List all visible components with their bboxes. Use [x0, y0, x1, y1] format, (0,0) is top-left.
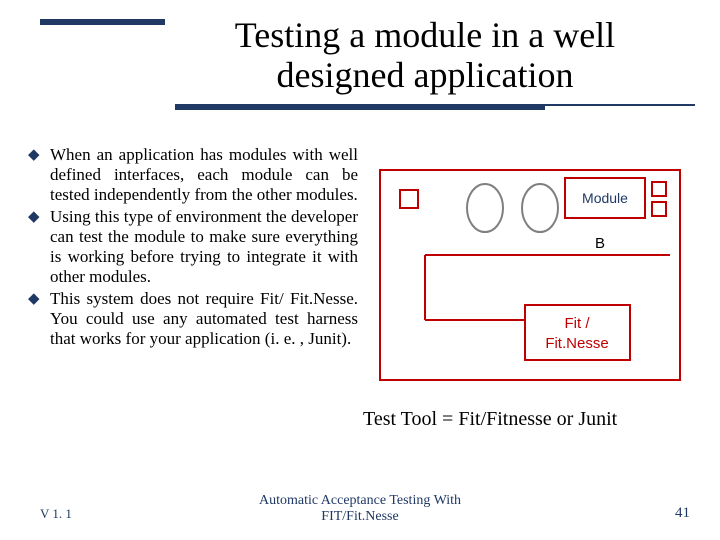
bullet-icon: ◆ — [28, 145, 50, 164]
bullet-text: Using this type of environment the devel… — [50, 207, 358, 287]
footer-line-2: FIT/Fit.Nesse — [321, 509, 398, 524]
diagram-letter: B — [595, 235, 605, 252]
title-line-2: designed application — [277, 55, 574, 95]
diagram-caption: Test Tool = Fit/Fitnesse or Junit — [363, 408, 617, 431]
slide-title: Testing a module in a well designed appl… — [175, 16, 675, 95]
bullet-icon: ◆ — [28, 289, 50, 308]
title-line-1: Testing a module in a well — [235, 15, 615, 55]
footer-page-number: 41 — [675, 505, 690, 522]
title-accent-bar — [40, 19, 165, 25]
bullet-icon: ◆ — [28, 207, 50, 226]
diagram-fit-line1: Fit / — [565, 315, 591, 332]
list-item: ◆ This system does not require Fit/ Fit.… — [28, 289, 358, 349]
footer-title: Automatic Acceptance Testing With FIT/Fi… — [0, 493, 720, 525]
diagram-fit-line2: Fit.Nesse — [545, 335, 608, 352]
list-item: ◆ Using this type of environment the dev… — [28, 207, 358, 287]
bullet-list: ◆ When an application has modules with w… — [28, 145, 358, 351]
bullet-text: When an application has modules with wel… — [50, 145, 358, 205]
footer-line-1: Automatic Acceptance Testing With — [259, 493, 461, 508]
bullet-text: This system does not require Fit/ Fit.Ne… — [50, 289, 358, 349]
title-underline-thick — [175, 104, 545, 110]
diagram-module-label: Module — [582, 190, 628, 206]
list-item: ◆ When an application has modules with w… — [28, 145, 358, 205]
module-diagram: Module B Fit / Fit.Nesse — [370, 160, 690, 390]
title-underline-thin — [545, 104, 695, 106]
